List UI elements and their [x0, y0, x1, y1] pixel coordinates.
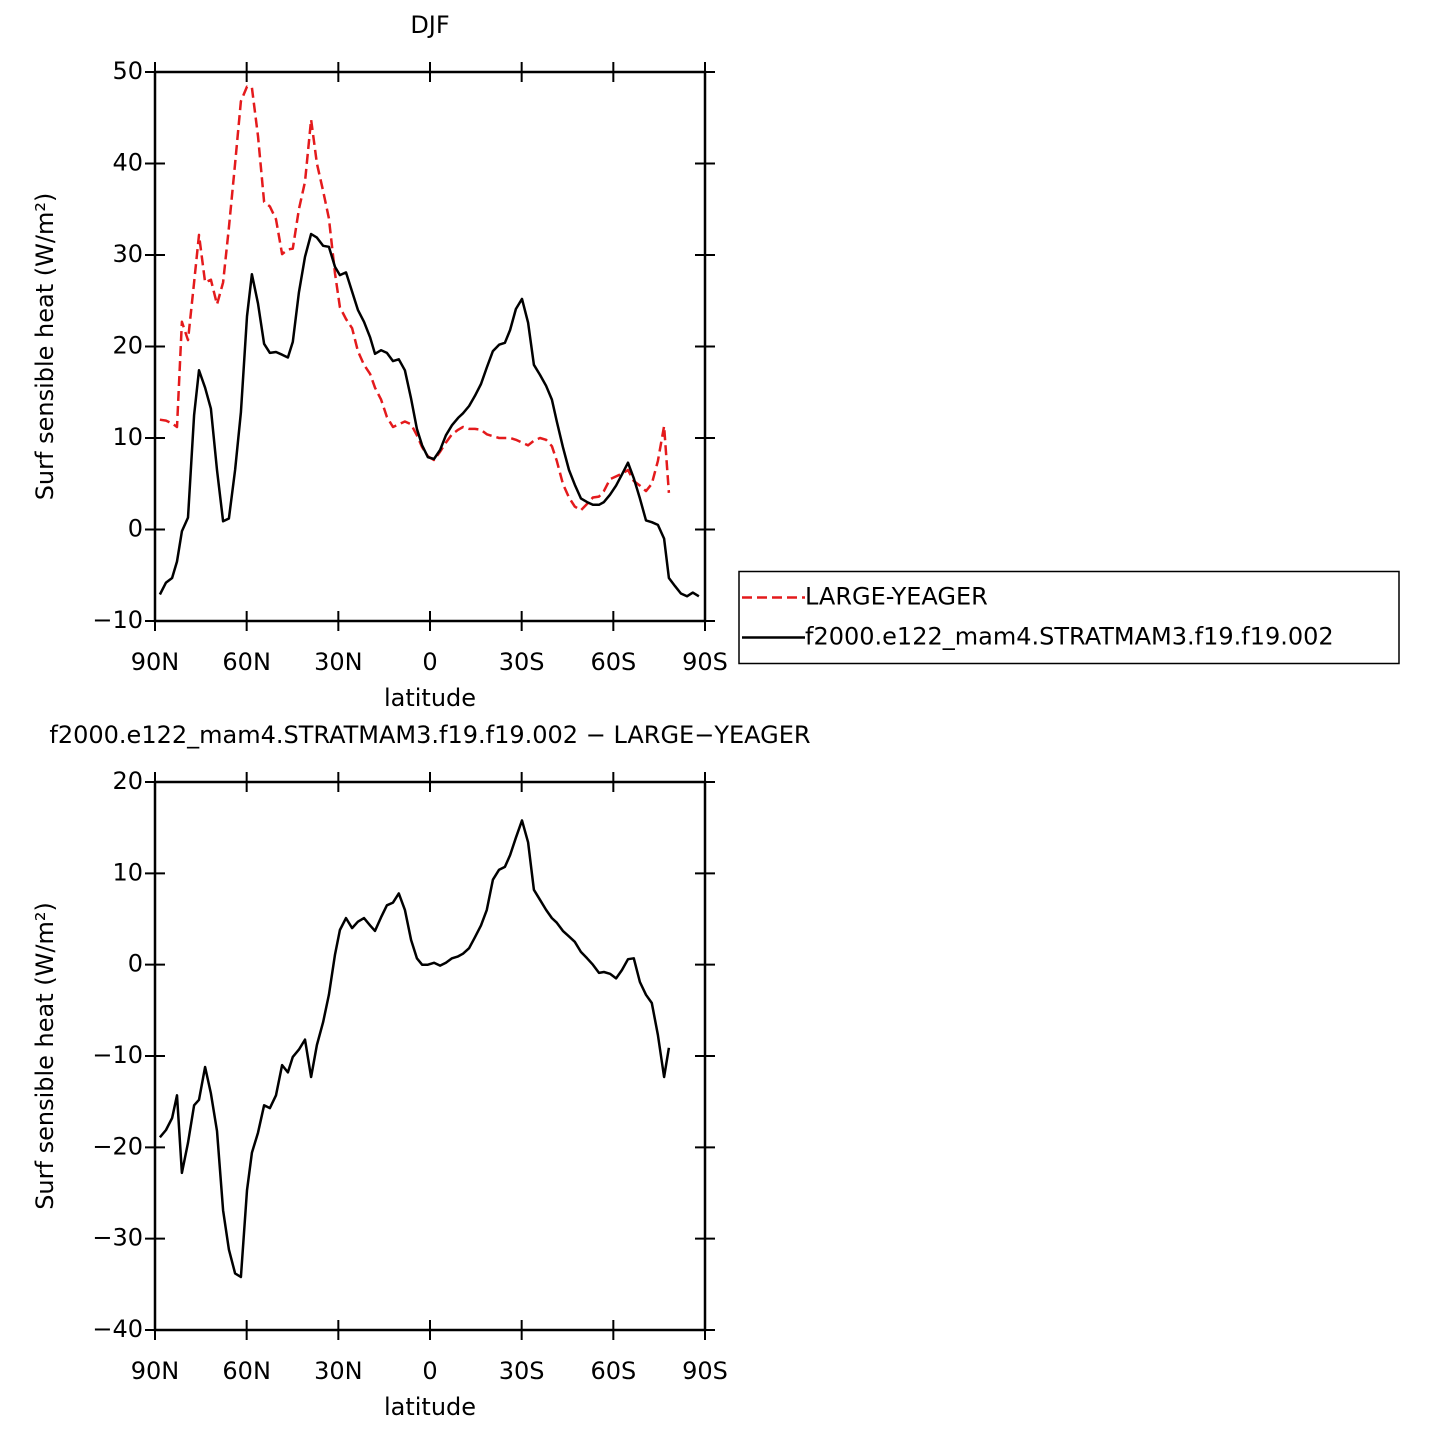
data-line [158, 819, 671, 1279]
y-tick-label: 50 [112, 57, 143, 85]
y-tick-label: 10 [112, 423, 143, 451]
x-tick-label: 0 [422, 648, 437, 676]
y-tick-label: −10 [92, 1041, 143, 1069]
x-tick-label: 90S [682, 648, 728, 676]
x-tick-label: 30N [314, 648, 363, 676]
y-tick-label: 30 [112, 240, 143, 268]
y-tick-label: 40 [112, 149, 143, 177]
legend-label: f2000.e122_mam4.STRATMAM3.f19.f19.002 [805, 623, 1334, 651]
chart-title: DJF [410, 11, 449, 39]
legend-box [738, 570, 1400, 665]
y-axis-label: Surf sensible heat (W/m²) [31, 902, 59, 1210]
data-line [158, 232, 700, 598]
x-tick-label: 60S [590, 648, 636, 676]
y-tick-label: 20 [112, 332, 143, 360]
data-line [159, 85, 671, 512]
x-tick-label: 60N [222, 1357, 271, 1385]
x-tick-label: 0 [422, 1357, 437, 1385]
y-tick-label: 0 [128, 950, 143, 978]
x-tick-label: 60N [222, 648, 271, 676]
x-axis-label: latitude [384, 684, 476, 712]
x-tick-label: 30N [314, 1357, 363, 1385]
x-axis-label: latitude [384, 1393, 476, 1421]
x-tick-label: 60S [590, 1357, 636, 1385]
y-tick-label: −10 [92, 606, 143, 634]
legend-label: LARGE-YEAGER [805, 583, 988, 611]
y-tick-label: −40 [92, 1315, 143, 1343]
chart-title: f2000.e122_mam4.STRATMAM3.f19.f19.002 − … [49, 721, 810, 749]
x-tick-label: 30S [499, 1357, 545, 1385]
y-tick-label: −20 [92, 1132, 143, 1160]
x-tick-label: 90N [131, 1357, 180, 1385]
y-tick-label: 20 [112, 767, 143, 795]
y-tick-label: 10 [112, 858, 143, 886]
y-tick-label: −30 [92, 1224, 143, 1252]
plot-frame [153, 780, 707, 1332]
x-tick-label: 30S [499, 648, 545, 676]
x-tick-label: 90S [682, 1357, 728, 1385]
x-tick-label: 90N [131, 648, 180, 676]
y-tick-label: 0 [128, 515, 143, 543]
y-axis-label: Surf sensible heat (W/m²) [31, 193, 59, 501]
plot-frame [153, 70, 707, 623]
